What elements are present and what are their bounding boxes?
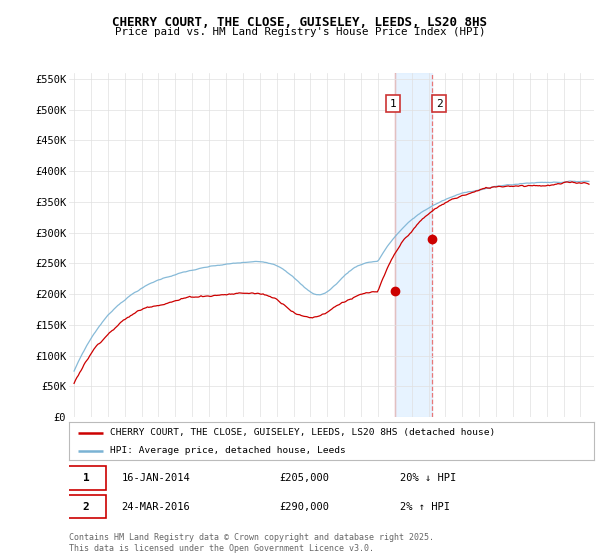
FancyBboxPatch shape: [67, 495, 106, 519]
Text: Price paid vs. HM Land Registry's House Price Index (HPI): Price paid vs. HM Land Registry's House …: [115, 27, 485, 37]
Text: 2% ↑ HPI: 2% ↑ HPI: [400, 502, 450, 512]
FancyBboxPatch shape: [67, 466, 106, 489]
Bar: [395, 73, 433, 417]
Text: 16-JAN-2014: 16-JAN-2014: [121, 473, 190, 483]
Text: £205,000: £205,000: [279, 473, 329, 483]
Text: 2: 2: [83, 502, 89, 512]
Text: £290,000: £290,000: [279, 502, 329, 512]
Text: HPI: Average price, detached house, Leeds: HPI: Average price, detached house, Leed…: [110, 446, 346, 455]
Text: CHERRY COURT, THE CLOSE, GUISELEY, LEEDS, LS20 8HS (detached house): CHERRY COURT, THE CLOSE, GUISELEY, LEEDS…: [110, 428, 495, 437]
Text: 2: 2: [436, 99, 443, 109]
Text: 1: 1: [389, 99, 397, 109]
Text: CHERRY COURT, THE CLOSE, GUISELEY, LEEDS, LS20 8HS: CHERRY COURT, THE CLOSE, GUISELEY, LEEDS…: [113, 16, 487, 29]
Text: 20% ↓ HPI: 20% ↓ HPI: [400, 473, 456, 483]
Text: Contains HM Land Registry data © Crown copyright and database right 2025.
This d: Contains HM Land Registry data © Crown c…: [69, 533, 434, 553]
Text: 24-MAR-2016: 24-MAR-2016: [121, 502, 190, 512]
Text: 1: 1: [83, 473, 89, 483]
